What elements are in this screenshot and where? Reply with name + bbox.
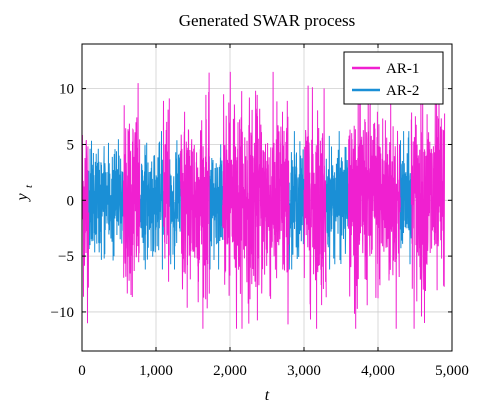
series-line-ar1 [81, 71, 446, 329]
ar2-series [88, 131, 412, 270]
series-line-ar2 [88, 131, 412, 270]
y-tick-label: −10 [51, 305, 74, 321]
y-tick-label: 5 [67, 137, 75, 153]
x-tick-label: 3,000 [287, 363, 321, 379]
legend-box [343, 51, 444, 105]
legend-label-ar2: AR-2 [386, 83, 419, 99]
x-tick-label: 1,000 [139, 363, 173, 379]
x-tick-label: 0 [78, 363, 86, 379]
plot-area-frame [81, 43, 453, 352]
chart-title: Generated SWAR process [179, 11, 356, 30]
y-tick-label: −5 [58, 249, 74, 265]
y-axis-label-text: y [14, 193, 31, 203]
x-tick-label: 2,000 [213, 363, 247, 379]
ar1-series [81, 71, 446, 329]
x-axis-label-text: t [265, 387, 270, 404]
legend: AR-1 AR-2 [343, 51, 444, 105]
legend-label-ar1: AR-1 [386, 61, 419, 77]
y-axis-label-subscript: t [23, 184, 35, 188]
y-tick-label: 10 [59, 82, 74, 98]
x-axis-label: t [265, 387, 270, 404]
x-tick-label: 4,000 [361, 363, 395, 379]
x-tick-label: 5,000 [435, 363, 469, 379]
axis-ticks: 0 1,000 2,000 3,000 4,000 5,000 −10 −5 0 5 10 [51, 44, 469, 379]
y-axis-label: y t [14, 184, 35, 203]
y-tick-label: 0 [67, 193, 75, 209]
